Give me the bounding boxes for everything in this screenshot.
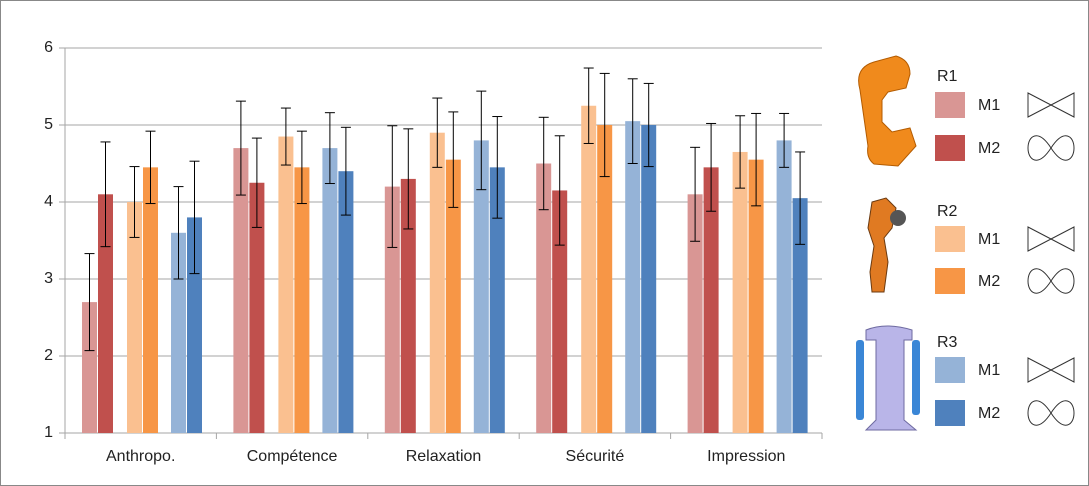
legend-swatch [935,400,965,426]
error-bar [706,122,717,212]
bar [278,136,294,434]
infinity-icon [1027,135,1075,161]
y-tick-label: 3 [44,270,53,287]
error-bar [735,115,746,189]
error-bar [492,116,503,219]
error-bar [751,112,762,207]
bar [82,302,97,433]
legend-swatch [935,135,965,161]
y-tick-label: 4 [44,193,53,210]
x-tick-label: Impression [707,448,785,465]
bar [732,151,748,433]
bar [233,148,249,433]
bar [249,182,265,433]
error-bar [448,111,459,208]
x-tick-label: Anthropo. [106,448,175,465]
error-bar [129,166,140,238]
error-bar [643,82,654,168]
bar [536,163,552,433]
robot-r3 [856,325,920,431]
error-bar [100,141,111,248]
error-bar [280,107,291,166]
legend-label: M2 [978,140,1000,157]
bar [338,171,354,433]
legend-group: R2 [937,203,958,220]
legend-swatch [935,357,965,383]
robot-r1 [858,55,917,167]
bar [127,202,142,433]
x-tick-label: Sécurité [566,448,625,465]
y-tick-label: 2 [44,347,53,364]
error-bar [476,90,487,191]
bar [384,186,400,433]
error-bar [599,72,610,178]
error-bar [583,67,594,144]
error-bar [554,135,565,246]
bar [581,105,597,433]
bar [552,190,568,433]
bar [98,194,113,433]
bowtie-icon [1027,92,1075,118]
error-bar [340,126,351,216]
legend-label: M1 [978,362,1000,379]
bar [792,198,808,433]
legend-label: M1 [978,231,1000,248]
error-bar [251,137,262,228]
error-bar [538,116,549,211]
bowtie-icon [1027,357,1075,383]
error-bar [296,130,307,205]
error-bar [189,160,200,275]
bar [322,148,338,433]
y-tick-label: 6 [44,39,53,56]
robot-r2 [867,197,906,293]
bowtie-icon [1027,226,1075,252]
bar [776,140,792,433]
bar [597,125,613,433]
bar [625,121,641,434]
bar [703,167,719,433]
bar [143,167,158,433]
legend-group: R1 [937,68,958,85]
error-bar [84,253,95,352]
error-bar [387,125,398,248]
y-tick-label: 5 [44,116,53,133]
bar [294,167,310,433]
error-bar [432,97,443,168]
legend-label: M2 [978,273,1000,290]
error-bar [235,100,246,196]
infinity-icon [1027,400,1075,426]
bar [489,167,505,433]
x-tick-label: Compétence [247,448,338,465]
bar [445,159,461,433]
error-bar [403,128,414,230]
bar [641,125,657,433]
error-bar [324,112,335,185]
bar [429,132,445,433]
legend-swatch [935,226,965,252]
error-bar [779,112,790,168]
bar [187,217,202,433]
legend-swatch [935,92,965,118]
error-bar [795,151,806,245]
legend-group: R3 [937,334,958,351]
error-bar [173,186,184,280]
legend-swatch [935,268,965,294]
error-bar [627,78,638,164]
legend-label: M2 [978,405,1000,422]
error-bar [690,146,701,242]
bar [687,194,703,433]
bar [748,159,764,433]
error-bar [145,130,156,205]
bar [400,178,416,433]
infinity-icon [1027,268,1075,294]
bar [171,232,186,433]
legend-label: M1 [978,97,1000,114]
bar [473,140,489,433]
y-tick-label: 1 [44,424,53,441]
x-tick-label: Relaxation [406,448,482,465]
